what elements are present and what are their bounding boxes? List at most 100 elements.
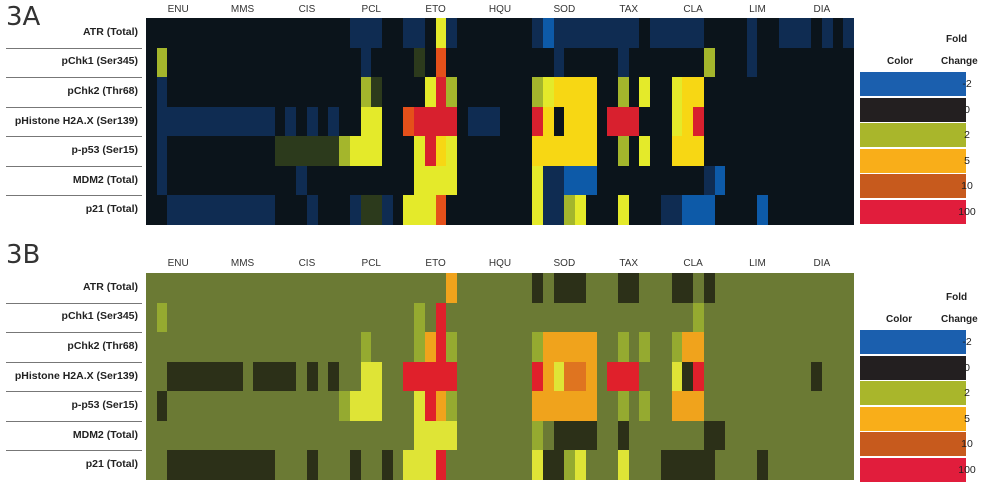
- heatmap-cell: [167, 361, 179, 392]
- heatmap-cell: [618, 273, 629, 303]
- heatmap-cell: [757, 420, 769, 451]
- heatmap-cell: [274, 361, 286, 392]
- heatmap-cell: [585, 450, 597, 480]
- heatmap-cell: [264, 273, 275, 303]
- column-label-cis: CIS: [298, 4, 316, 15]
- heatmap-cell: [693, 165, 704, 196]
- heatmap-cell: [607, 77, 618, 107]
- heatmap-cell: [757, 361, 769, 392]
- heatmap-cell: [274, 332, 286, 362]
- column-label-cla: CLA: [683, 4, 703, 15]
- heatmap-cell: [542, 273, 554, 303]
- heatmap-cell: [532, 136, 543, 166]
- heatmap-cell: [596, 361, 608, 392]
- heatmap-cell: [478, 106, 490, 137]
- heatmap-cell: [542, 195, 554, 225]
- heatmap-cell: [178, 106, 189, 137]
- heatmap-cell: [628, 47, 640, 78]
- heatmap-cell: [532, 106, 543, 137]
- heatmap-cell: [457, 302, 468, 333]
- heatmap-cell: [371, 332, 382, 362]
- heatmap-cell: [435, 18, 447, 48]
- heatmap-cell: [703, 77, 715, 107]
- heatmap-cell: [811, 106, 822, 137]
- heatmap-cell: [178, 273, 189, 303]
- heatmap-cell: [156, 391, 168, 421]
- heatmap-cell: [478, 332, 490, 362]
- heatmap-cell: [757, 77, 769, 107]
- heatmap-cell: [725, 420, 736, 451]
- heatmap-cell: [146, 273, 157, 303]
- heatmap-cell: [371, 47, 382, 78]
- heatmap-cell: [607, 391, 618, 421]
- heatmap-cell: [435, 165, 447, 196]
- heatmap-cell: [167, 165, 179, 196]
- heatmap-cell: [521, 77, 533, 107]
- heatmap-cell: [650, 361, 661, 392]
- heatmap-cell: [467, 420, 479, 451]
- heatmap-cell: [221, 165, 232, 196]
- heatmap-cell: [714, 106, 726, 137]
- heatmap-cell: [328, 195, 340, 225]
- heatmap-cell: [736, 450, 747, 480]
- heatmap-cell: [575, 302, 586, 333]
- heatmap-cell: [660, 361, 672, 392]
- heatmap-cell: [328, 391, 340, 421]
- heatmap-cell: [339, 332, 350, 362]
- heatmap-cell: [285, 195, 297, 225]
- heatmap-cell: [188, 77, 200, 107]
- heatmap-cell: [500, 332, 511, 362]
- heatmap-cell: [532, 302, 543, 333]
- heatmap-cell: [188, 450, 200, 480]
- heatmap-cell: [274, 77, 286, 107]
- heatmap-cell: [746, 391, 758, 421]
- heatmap-cell: [564, 77, 576, 107]
- row-divider: [6, 47, 142, 49]
- heatmap-cell: [618, 302, 629, 333]
- heatmap-cell: [178, 302, 189, 333]
- heatmap-cell: [542, 165, 554, 196]
- heatmap-cell: [618, 106, 629, 137]
- heatmap-cell: [253, 450, 264, 480]
- heatmap-cell: [564, 302, 576, 333]
- heatmap-cell: [424, 361, 436, 392]
- heatmap-cell: [714, 195, 726, 225]
- heatmap-cell: [832, 332, 844, 362]
- heatmap-cell: [457, 273, 468, 303]
- heatmap-cell: [542, 302, 554, 333]
- heatmap-cell: [768, 165, 779, 196]
- heatmap-cell: [725, 361, 736, 392]
- heatmap-cell: [188, 195, 200, 225]
- heatmap-cell: [585, 420, 597, 451]
- heatmap-cell: [424, 106, 436, 137]
- heatmap-cell: [714, 361, 726, 392]
- heatmap-cell: [349, 273, 361, 303]
- column-label-lim: LIM: [749, 4, 766, 15]
- heatmap-cell: [231, 18, 243, 48]
- heatmap-cell: [253, 106, 264, 137]
- heatmap-cell: [414, 450, 425, 480]
- heatmap-cell: [500, 18, 511, 48]
- heatmap-cell: [628, 195, 640, 225]
- heatmap-cell: [596, 77, 608, 107]
- heatmap-cell: [231, 136, 243, 166]
- heatmap-cell: [832, 165, 844, 196]
- heatmap-cell: [800, 391, 812, 421]
- heatmap-cell: [821, 332, 833, 362]
- heatmap-cell: [489, 195, 500, 225]
- heatmap-cell: [671, 273, 683, 303]
- heatmap-cell: [618, 332, 629, 362]
- heatmap-cell: [510, 18, 522, 48]
- heatmap-cell: [628, 273, 640, 303]
- heatmap-cell: [843, 302, 854, 333]
- heatmap-cell: [210, 391, 222, 421]
- heatmap-cell: [564, 136, 576, 166]
- heatmap-cell: [478, 361, 490, 392]
- heatmap-cell: [639, 47, 651, 78]
- heatmap-cell: [403, 136, 415, 166]
- heatmap-cell: [296, 391, 307, 421]
- heatmap-cell: [414, 106, 425, 137]
- heatmap-cell: [371, 361, 382, 392]
- heatmap-cell: [778, 136, 790, 166]
- heatmap-cell: [392, 361, 404, 392]
